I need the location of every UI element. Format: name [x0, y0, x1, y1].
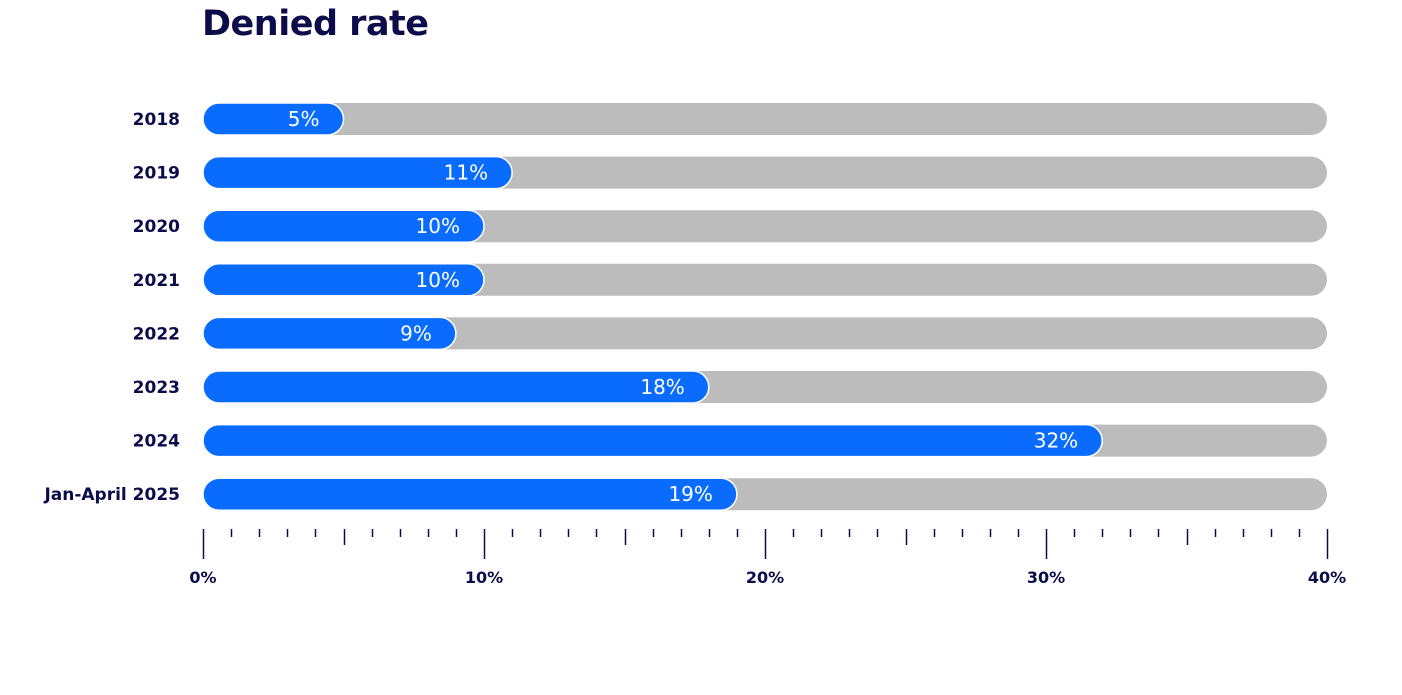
- category-label: 2019: [133, 164, 180, 184]
- x-tick-label: 10%: [465, 568, 503, 587]
- value-label: 32%: [1034, 429, 1078, 453]
- bar-row: 2019 11%: [133, 155, 1327, 190]
- category-label: 2018: [133, 110, 180, 130]
- bar-row: 2021 10%: [133, 263, 1327, 297]
- value-label: 19%: [668, 482, 712, 506]
- value-label: 10%: [416, 268, 460, 292]
- bar-row: 2022 9%: [133, 316, 1327, 351]
- category-label: 2021: [133, 271, 180, 291]
- category-label: 2024: [133, 432, 180, 452]
- category-label: 2023: [133, 378, 180, 398]
- bar: [202, 263, 485, 297]
- chart-title: Denied rate: [202, 4, 429, 44]
- value-label: 10%: [416, 214, 460, 238]
- bar: [202, 102, 345, 136]
- x-axis: 0% 10% 20% 30% 40%: [189, 529, 1346, 587]
- category-label: 2022: [133, 324, 180, 344]
- x-tick-label: 40%: [1308, 568, 1346, 587]
- bar-track: [203, 263, 1327, 296]
- value-label: 11%: [444, 161, 488, 185]
- bar: [202, 209, 485, 243]
- value-label: 5%: [288, 107, 320, 131]
- bar: [202, 316, 457, 351]
- bar: [202, 477, 738, 511]
- x-tick-label: 30%: [1027, 568, 1065, 587]
- bar-row: 2020 10%: [133, 209, 1327, 243]
- bar: [202, 155, 513, 190]
- bars-layer: 2018 5% 2019 11% 2020 10% 2021 10% 2022 9% 2023 18%…: [43, 102, 1327, 511]
- bar-track: [203, 103, 1327, 135]
- bar-row: 2023 18%: [133, 370, 1327, 404]
- category-label: Jan-April 2025: [43, 485, 180, 505]
- bar: [202, 423, 1103, 458]
- bar: [202, 370, 710, 404]
- value-label: 9%: [400, 321, 432, 345]
- x-tick-label: 20%: [746, 568, 784, 587]
- category-label: 2020: [133, 217, 180, 237]
- bar-row: 2024 32%: [133, 423, 1327, 458]
- bar-track: [203, 210, 1327, 243]
- bar-track: [203, 317, 1327, 350]
- bar-row: 2018 5%: [133, 102, 1327, 136]
- value-label: 18%: [640, 375, 684, 399]
- bar-row: Jan-April 2025 19%: [43, 477, 1327, 511]
- x-tick-label: 0%: [189, 568, 216, 587]
